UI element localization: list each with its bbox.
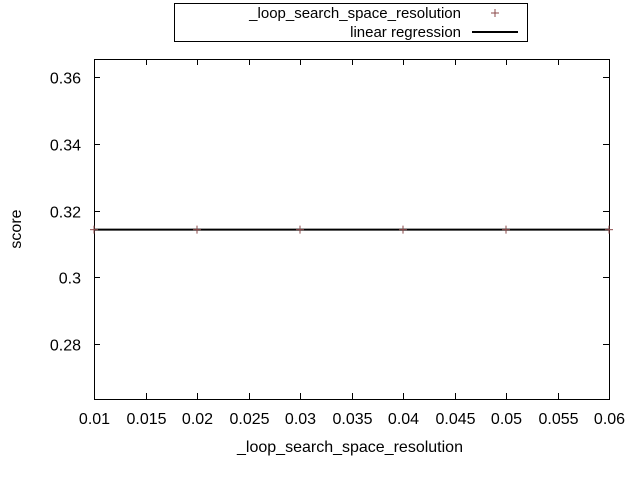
series-layer [90, 225, 613, 234]
legend-marker-points [491, 9, 499, 17]
x-tick-label: 0.02 [182, 411, 213, 428]
x-axis-label: _loop_search_space_resolution [236, 439, 463, 456]
x-tick-label: 0.04 [388, 411, 419, 428]
y-tick-label: 0.32 [50, 205, 81, 222]
y-axis-label: score [8, 209, 25, 248]
data-point [399, 225, 407, 234]
x-tick-label: 0.045 [435, 411, 475, 428]
legend-box [174, 3, 528, 42]
x-tick-label: 0.025 [229, 411, 269, 428]
legend-label-regression: linear regression [350, 24, 461, 41]
legend: _loop_search_space_resolution linear reg… [174, 3, 528, 42]
data-point [296, 225, 304, 234]
y-tick-label: 0.28 [50, 338, 81, 355]
y-axis: 0.28 0.3 0.32 0.34 0.36 [50, 71, 609, 355]
x-tick-label: 0.03 [285, 411, 316, 428]
data-point [90, 225, 98, 234]
data-point [193, 225, 201, 234]
x-tick-label: 0.06 [594, 411, 625, 428]
x-tick-label: 0.015 [126, 411, 166, 428]
x-tick-label: 0.035 [332, 411, 372, 428]
legend-label-points: _loop_search_space_resolution [248, 5, 461, 22]
data-point [502, 225, 510, 234]
x-tick-label: 0.01 [79, 411, 110, 428]
x-tick-label: 0.055 [538, 411, 578, 428]
y-tick-label: 0.36 [50, 71, 81, 88]
data-point [605, 225, 613, 234]
y-tick-label: 0.3 [59, 271, 81, 288]
x-axis: 0.01 0.015 0.02 0.025 0.03 0.035 0.04 0.045 0.05… [79, 59, 625, 428]
x-tick-label: 0.05 [491, 411, 522, 428]
y-tick-label: 0.34 [50, 138, 81, 155]
